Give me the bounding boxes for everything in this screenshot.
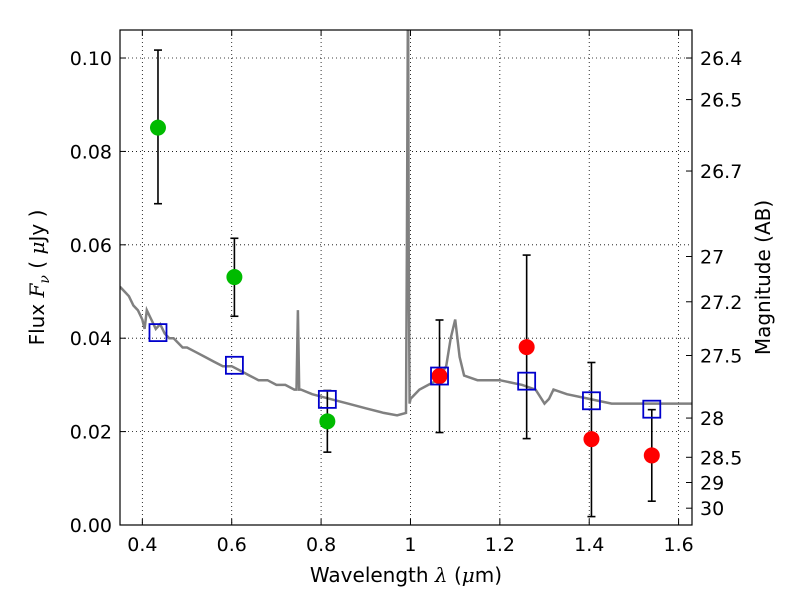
data-markers bbox=[148, 119, 662, 464]
x-tick-label: 0.4 bbox=[127, 534, 157, 556]
right-y-tick-label: 29 bbox=[700, 473, 724, 495]
right-y-tick-label: 27 bbox=[700, 246, 724, 268]
error-bars bbox=[153, 49, 656, 518]
data-point bbox=[518, 339, 535, 356]
right-y-tick-label: 26.4 bbox=[700, 48, 742, 70]
axis-ticks: 0.4 0.6 0.8 1 1.2 1.4 1.6 0.00 0.02 0.04 0.06 0.08 0… bbox=[70, 30, 742, 556]
data-point bbox=[149, 119, 166, 136]
data-point bbox=[226, 269, 243, 286]
right-y-tick-label: 28.5 bbox=[700, 447, 742, 469]
right-y-tick-label: 27.2 bbox=[700, 292, 742, 314]
x-tick-label: 1.2 bbox=[485, 534, 515, 556]
y-tick-label: 0.04 bbox=[70, 328, 112, 350]
x-tick-label: 1.6 bbox=[663, 534, 693, 556]
x-tick-label: 1.4 bbox=[574, 534, 604, 556]
right-y-tick-label: 30 bbox=[700, 498, 724, 520]
model-spectrum bbox=[120, 30, 692, 417]
model-point bbox=[148, 323, 168, 343]
model-point bbox=[642, 399, 662, 419]
y-tick-label: 0.06 bbox=[70, 235, 112, 257]
data-point bbox=[319, 413, 336, 430]
model-spectrum-line bbox=[120, 30, 692, 417]
model-point bbox=[430, 366, 449, 386]
y-tick-label: 0.00 bbox=[70, 515, 112, 537]
y-tick-label: 0.10 bbox=[70, 48, 112, 70]
right-y-axis-label: Magnitude (AB) bbox=[751, 200, 775, 355]
x-tick-label: 1 bbox=[404, 534, 416, 556]
data-point bbox=[431, 368, 448, 385]
x-tick-label: 0.6 bbox=[217, 534, 247, 556]
x-tick-label: 0.8 bbox=[306, 534, 336, 556]
model-point bbox=[317, 389, 337, 409]
right-y-tick-label: 26.5 bbox=[700, 90, 742, 112]
right-y-tick-label: 26.7 bbox=[700, 161, 742, 183]
right-y-tick-label: 27.5 bbox=[700, 345, 742, 367]
data-point bbox=[583, 431, 600, 448]
model-point bbox=[582, 391, 601, 411]
right-y-tick-label: 28 bbox=[700, 408, 724, 430]
model-point bbox=[224, 355, 244, 375]
y-tick-label: 0.08 bbox=[70, 141, 112, 163]
model-point bbox=[517, 371, 537, 391]
plot-frame bbox=[119, 29, 693, 526]
y-tick-label: 0.02 bbox=[70, 422, 112, 444]
x-axis-label: Wavelength λ (μm) bbox=[310, 563, 502, 587]
y-axis-label: Flux Fν ( μJy ) bbox=[25, 210, 53, 346]
data-point bbox=[643, 447, 660, 464]
